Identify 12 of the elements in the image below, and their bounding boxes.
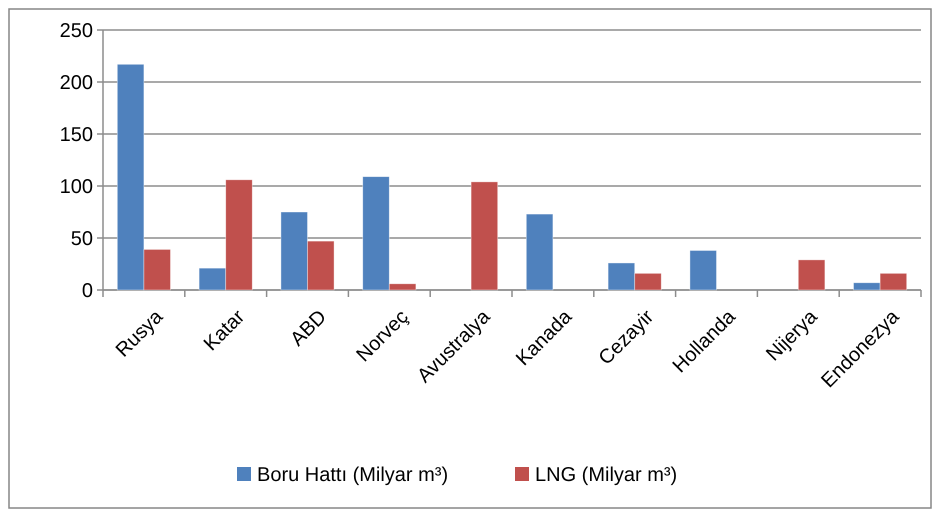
bar (798, 259, 826, 290)
y-tick-label: 200 (60, 72, 93, 94)
legend-label: Boru Hattı (Milyar m³) (257, 464, 448, 486)
y-tick-label: 250 (60, 20, 93, 42)
legend-label: LNG (Milyar m³) (535, 464, 678, 486)
bar (690, 250, 717, 290)
y-tick-label: 50 (70, 228, 93, 250)
y-tick-label: 100 (60, 176, 93, 198)
y-tick-label: 0 (82, 280, 93, 302)
y-tick-label: 150 (60, 124, 93, 146)
bar (470, 181, 498, 290)
bar (526, 214, 554, 290)
